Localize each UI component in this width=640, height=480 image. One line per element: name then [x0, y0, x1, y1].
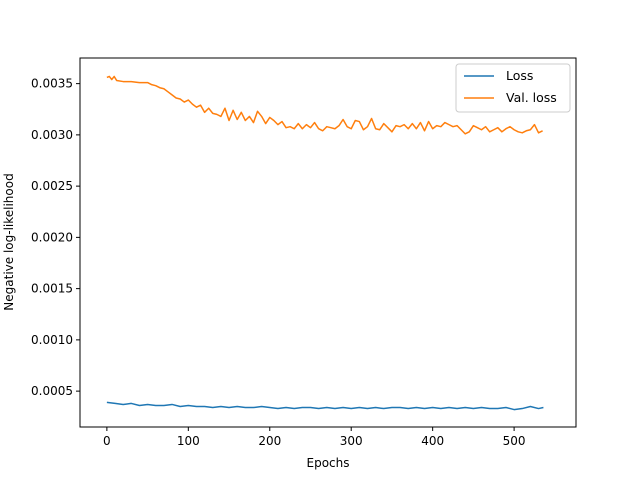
y-tick-label: 0.0005: [31, 384, 73, 398]
x-tick-label: 500: [503, 434, 526, 448]
legend: Loss Val. loss: [455, 63, 571, 113]
plot-area: [80, 58, 576, 427]
y-tick-label: 0.0025: [31, 179, 73, 193]
x-axis-label: Epochs: [307, 456, 350, 470]
x-tick-label: 0: [103, 434, 111, 448]
axes-frame: [79, 57, 577, 428]
y-tick-label: 0.0035: [31, 77, 73, 91]
x-tick-label: 300: [340, 434, 363, 448]
x-tick-label: 400: [421, 434, 444, 448]
series-line-loss: [106, 401, 544, 411]
y-tick-label: 0.0015: [31, 282, 73, 296]
y-tick-label: 0.0030: [31, 128, 73, 142]
ticks-layer: 0 100 200 300 400 500 0.0005 0.0010 0.0015 0.0020…: [31, 77, 526, 448]
series-layer: [106, 75, 544, 411]
y-tick-label: 0.0020: [31, 230, 73, 244]
series-line-val-loss: [106, 75, 543, 135]
legend-label-loss: Loss: [506, 68, 533, 83]
x-tick-label: 200: [258, 434, 281, 448]
y-tick-label: 0.0010: [31, 333, 73, 347]
y-axis-label: Negative log-likelihood: [2, 173, 16, 310]
x-tick-label: 100: [177, 434, 200, 448]
legend-label-val-loss: Val. loss: [506, 90, 557, 105]
